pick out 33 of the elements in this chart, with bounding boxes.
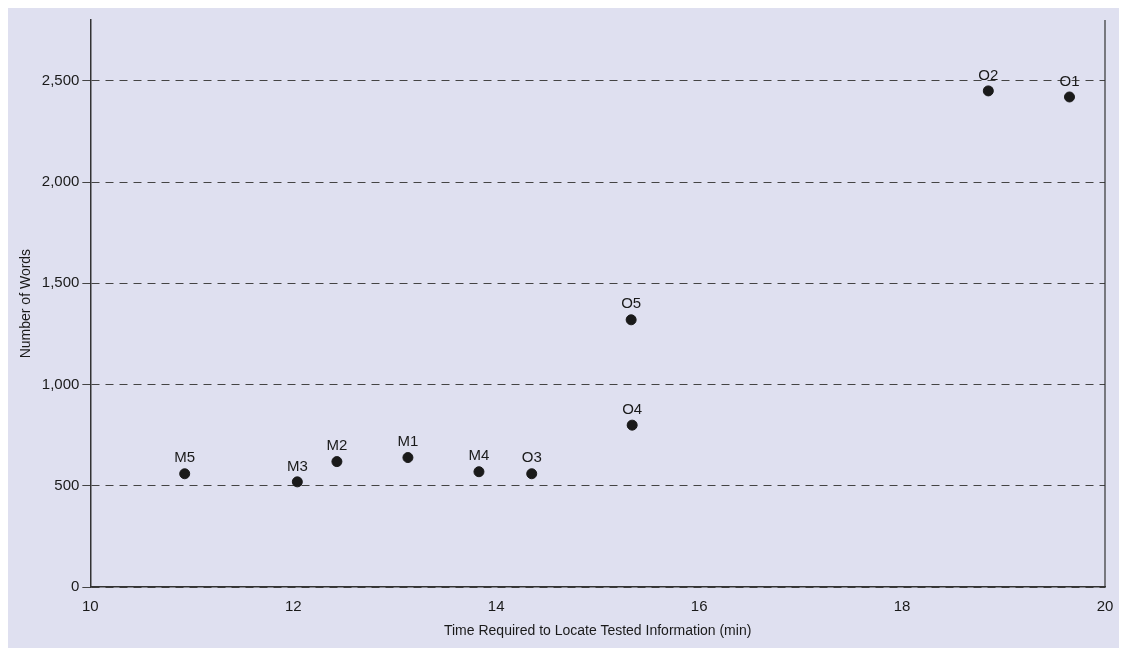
annotation: O2 xyxy=(978,65,999,83)
x-axis-title: Time Required to Locate Tested Information (min) xyxy=(443,622,752,639)
x-tick-label: 16 xyxy=(690,597,708,615)
y-tick-label: 0 xyxy=(70,577,80,595)
point xyxy=(291,476,303,488)
point xyxy=(526,468,538,480)
y-tick-label: 1,500 xyxy=(41,273,80,291)
y-tick-label: 500 xyxy=(54,476,80,494)
point xyxy=(625,314,637,326)
annotation: M1 xyxy=(397,432,419,450)
y-tick-label: 1,000 xyxy=(41,374,80,392)
point xyxy=(331,456,343,468)
annotation: M3 xyxy=(286,456,308,474)
y-tick-label: 2,000 xyxy=(41,172,80,190)
annotation: O5 xyxy=(621,294,642,312)
point xyxy=(179,468,191,480)
x-tick-label: 10 xyxy=(81,597,99,615)
x-tick-label: 12 xyxy=(284,597,302,615)
point xyxy=(626,419,638,431)
y-tick-label: 2,500 xyxy=(41,70,80,88)
annotation: M5 xyxy=(174,448,196,466)
x-tick-label: 14 xyxy=(487,597,505,615)
y-axis-title: Number of Words xyxy=(17,248,34,359)
point xyxy=(1063,91,1075,103)
annotation: M2 xyxy=(326,436,348,454)
annotation: O4 xyxy=(622,399,643,417)
x-tick-label: 18 xyxy=(893,597,911,615)
point xyxy=(402,452,414,464)
point xyxy=(473,466,485,478)
x-tick-label: 20 xyxy=(1096,597,1114,615)
annotation: O3 xyxy=(521,448,542,466)
annotation: M4 xyxy=(468,446,490,464)
point xyxy=(982,85,994,97)
